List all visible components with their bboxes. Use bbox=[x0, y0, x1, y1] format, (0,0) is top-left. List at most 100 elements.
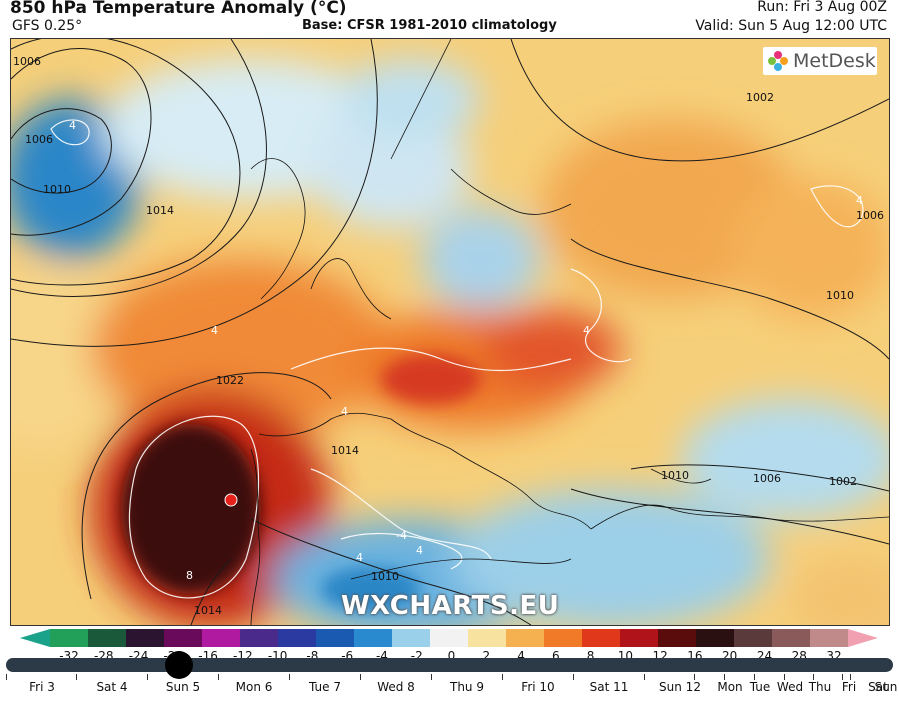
timeline-tick bbox=[784, 674, 785, 680]
timeline-tick bbox=[218, 674, 219, 680]
timeline-tick bbox=[360, 674, 361, 680]
timeline-day-label[interactable]: Wed 8 bbox=[377, 680, 415, 694]
isobar-label: 1010 bbox=[661, 469, 689, 482]
timeline-tick bbox=[644, 674, 645, 680]
colorbar-segment bbox=[278, 629, 317, 647]
colorbar-label: 8 bbox=[586, 649, 595, 663]
timeline-tick bbox=[850, 674, 851, 680]
timeline-day-label[interactable]: Sat 11 bbox=[589, 680, 629, 694]
timeline-day-label[interactable]: Wed bbox=[776, 680, 804, 694]
watermark: WXCHARTS.EU bbox=[341, 591, 560, 621]
colorbar-label: 6 bbox=[551, 649, 560, 663]
logo-text: MetDesk bbox=[793, 50, 876, 72]
anomaly-label: 4 bbox=[856, 194, 863, 207]
timeline-day-label[interactable]: Sat bbox=[868, 680, 888, 694]
colorbar-arrow-right bbox=[848, 629, 878, 647]
colorbar-label: -8 bbox=[306, 649, 319, 663]
isobar-label: 1014 bbox=[146, 204, 174, 217]
colorbar-label: -6 bbox=[341, 649, 354, 663]
isobar-label: 1002 bbox=[829, 475, 857, 488]
anomaly-label: 8 bbox=[186, 569, 193, 582]
timeline-slider[interactable] bbox=[6, 658, 893, 672]
colorbar-segment bbox=[392, 629, 431, 647]
isobar-label: 1022 bbox=[216, 374, 244, 387]
colorbar-segment bbox=[354, 629, 393, 647]
colorbar-segment bbox=[658, 629, 697, 647]
timeline-day-label[interactable]: Mon 6 bbox=[235, 680, 273, 694]
isobar-label: 1014 bbox=[331, 444, 359, 457]
isobar-label: 1006 bbox=[25, 133, 53, 146]
colorbar-label: 0 bbox=[447, 649, 456, 663]
colorbar-label: 2 bbox=[482, 649, 491, 663]
colorbar-segment bbox=[240, 629, 279, 647]
colorbar-segment bbox=[772, 629, 811, 647]
colorbar-segment bbox=[696, 629, 735, 647]
colorbar-label: -4 bbox=[375, 649, 388, 663]
anomaly-label: -4 bbox=[396, 529, 407, 542]
valid-time-label: Valid: Sun 5 Aug 12:00 UTC bbox=[695, 18, 887, 34]
timeline-day-label[interactable]: Tue bbox=[749, 680, 771, 694]
colorbar-segment bbox=[202, 629, 241, 647]
colorbar-segment bbox=[506, 629, 545, 647]
timeline-day-label[interactable]: Thu 9 bbox=[450, 680, 484, 694]
colorbar-segment bbox=[164, 629, 203, 647]
metdesk-logo: MetDesk bbox=[763, 47, 877, 75]
metdesk-flower-icon bbox=[768, 51, 788, 71]
isobar-label: 1006 bbox=[13, 55, 41, 68]
colorbar-arrow-left bbox=[20, 629, 50, 647]
colorbar-label: -2 bbox=[410, 649, 423, 663]
colorbar-segment bbox=[50, 629, 89, 647]
anomaly-label: 4 bbox=[341, 405, 348, 418]
timeline-day-label[interactable]: Sat 4 bbox=[96, 680, 128, 694]
colorbar-segment bbox=[430, 629, 469, 647]
timeline-tick bbox=[289, 674, 290, 680]
timeline-tick bbox=[573, 674, 574, 680]
colorbar-segment bbox=[734, 629, 773, 647]
header: 850 hPa Temperature Anomaly (°C) GFS 0.2… bbox=[0, 0, 899, 38]
timeline-tick bbox=[431, 674, 432, 680]
timeline-tick bbox=[813, 674, 814, 680]
timeline-day-label[interactable]: Thu bbox=[808, 680, 832, 694]
timeline-day-label[interactable]: Tue 7 bbox=[309, 680, 341, 694]
timeline-tick bbox=[754, 674, 755, 680]
timeline-day-label[interactable]: Fri 3 bbox=[29, 680, 55, 694]
heat-core-iberia bbox=[121, 424, 261, 594]
location-marker[interactable] bbox=[224, 493, 238, 507]
timeline-day-label[interactable]: Fri 10 bbox=[521, 680, 555, 694]
timeline-day-label[interactable]: Sun 12 bbox=[659, 680, 701, 694]
chart-title: 850 hPa Temperature Anomaly (°C) bbox=[10, 0, 347, 18]
colorbar-segment bbox=[468, 629, 507, 647]
isobar-label: 1002 bbox=[746, 91, 774, 104]
isobar-label: 1006 bbox=[753, 472, 781, 485]
colorbar-segment bbox=[810, 629, 849, 647]
timeline-tick bbox=[502, 674, 503, 680]
map-canvas: 1006 1006 1010 1014 1022 1014 1010 1002 … bbox=[11, 39, 889, 625]
timeline-days: Fri 3 Sat 4 Sun 5 Mon 6 Tue 7 Wed 8 Thu 9 Fri 1… bbox=[0, 680, 899, 700]
timeline-day-label[interactable]: Mon bbox=[717, 680, 743, 694]
run-label: Run: Fri 3 Aug 00Z bbox=[757, 0, 887, 15]
timeline-day-label[interactable]: Sun bbox=[874, 680, 898, 694]
anomaly-label: 4 bbox=[211, 324, 218, 337]
isobar-label: 1006 bbox=[856, 209, 884, 222]
isobar-label: 1010 bbox=[43, 183, 71, 196]
timeline-tick bbox=[6, 674, 7, 680]
base-climatology-label: Base: CFSR 1981-2010 climatology bbox=[302, 18, 557, 33]
timeline-tick bbox=[147, 674, 148, 680]
colorbar bbox=[20, 629, 878, 647]
timeline-tick bbox=[842, 674, 843, 680]
colorbar-segment bbox=[620, 629, 659, 647]
anomaly-label: 4 bbox=[69, 119, 76, 132]
timeline-tick bbox=[724, 674, 725, 680]
colorbar-segment bbox=[88, 629, 127, 647]
timeline-handle[interactable] bbox=[165, 651, 193, 679]
timeline-day-label[interactable]: Sun 5 bbox=[165, 680, 201, 694]
colorbar-segment bbox=[126, 629, 165, 647]
timeline-tick bbox=[76, 674, 77, 680]
colorbar-segment bbox=[544, 629, 583, 647]
isobars bbox=[11, 39, 889, 625]
colorbar-segment bbox=[582, 629, 621, 647]
anomaly-label: 4 bbox=[583, 324, 590, 337]
colorbar-label: 4 bbox=[517, 649, 525, 663]
coastlines bbox=[250, 39, 889, 625]
timeline-day-label[interactable]: Fri bbox=[841, 680, 857, 694]
